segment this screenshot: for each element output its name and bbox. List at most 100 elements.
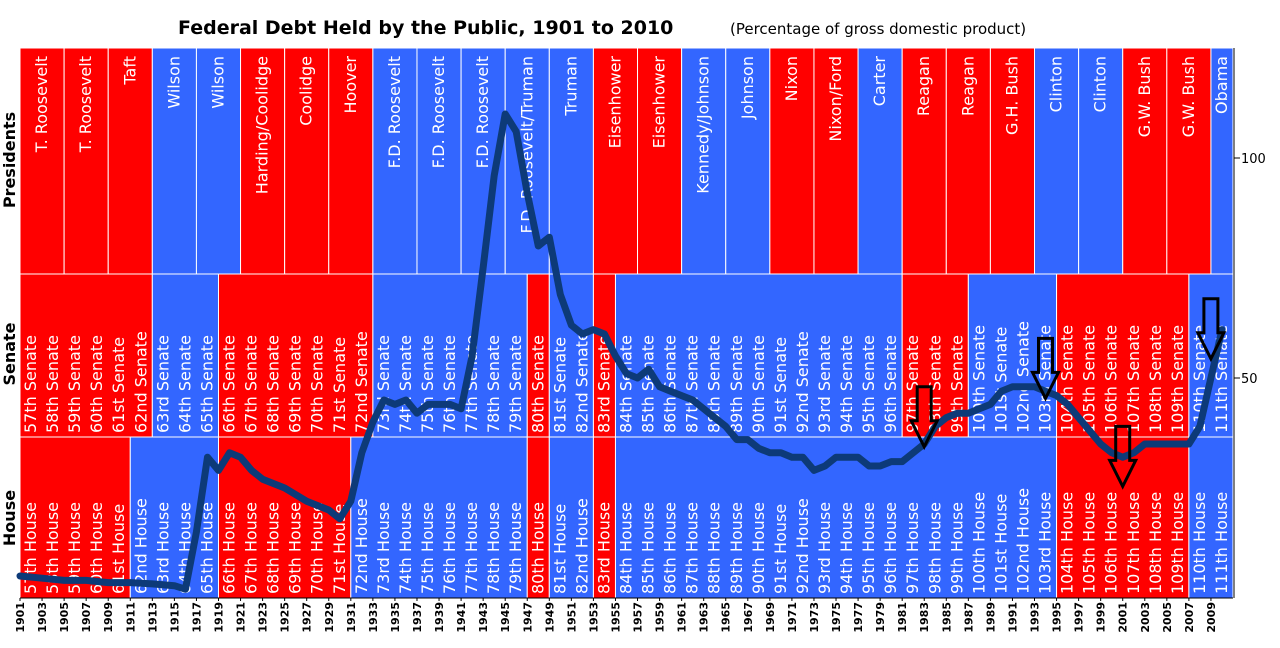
senate-label-72: 72nd Senate [352, 331, 371, 433]
house-label-72: 72nd House [352, 498, 371, 594]
x-tick-label-1935: 1935 [389, 602, 402, 633]
house-label-105: 105th House [1080, 492, 1099, 594]
x-tick-label-1925: 1925 [279, 602, 292, 633]
house-label-58: 58th House [43, 502, 62, 594]
president-term-23 [1034, 47, 1080, 275]
x-tick-label-2001: 2001 [1117, 602, 1130, 633]
senate-label-95: 95th Senate [859, 335, 878, 433]
x-tick-label-1997: 1997 [1073, 602, 1086, 633]
senate-label-84: 84th Senate [617, 335, 636, 433]
senate-run-47 [1056, 273, 1190, 438]
senate-label-81: 81st Senate [550, 337, 569, 433]
chart-title: Federal Debt Held by the Public, 1901 to… [178, 17, 673, 39]
house-label-102: 102nd House [1013, 488, 1032, 594]
house-label-97: 97th House [903, 502, 922, 594]
house-label-68: 68th House [264, 502, 283, 594]
x-tick-label-1907: 1907 [80, 602, 93, 633]
house-run-24 [548, 436, 594, 599]
senate-label-96: 96th Senate [881, 335, 900, 433]
house-label-82: 82nd House [572, 498, 591, 594]
x-tick-label-1909: 1909 [102, 602, 115, 633]
president-term-0 [19, 47, 65, 275]
president-label-5: Harding/Coolidge [253, 56, 272, 194]
x-tick-label-1981: 1981 [896, 602, 909, 633]
house-label-80: 80th House [528, 502, 547, 594]
house-label-86: 86th House [661, 502, 680, 594]
house-label-74: 74th House [396, 502, 415, 594]
senate-label-82: 82nd Senate [572, 331, 591, 433]
house-label-73: 73rd House [374, 502, 393, 594]
house-label-92: 92nd House [793, 498, 812, 594]
row-label-presidents: Presidents [0, 112, 19, 208]
senate-label-105: 105th Senate [1080, 325, 1099, 433]
president-label-20: Reagan [914, 56, 933, 116]
x-tick-label-1967: 1967 [742, 602, 755, 633]
x-tick-label-1999: 1999 [1095, 602, 1108, 633]
senate-run-9 [217, 273, 374, 438]
president-term-14 [637, 47, 683, 275]
senate-label-58: 58th Senate [43, 335, 62, 433]
x-tick-label-1963: 1963 [698, 602, 711, 633]
x-tick-label-1911: 1911 [124, 602, 137, 633]
x-tick-label-1965: 1965 [720, 602, 733, 633]
house-label-88: 88th House [705, 502, 724, 594]
house-label-77: 77th House [462, 502, 481, 594]
president-label-9: F.D. Roosevelt [429, 56, 448, 168]
senate-label-64: 64th Senate [175, 335, 194, 433]
senate-label-78: 78th Senate [484, 335, 503, 433]
x-tick-label-1977: 1977 [852, 602, 865, 633]
senate-run-16 [372, 273, 528, 438]
senate-run-27 [614, 273, 903, 438]
x-tick-label-1975: 1975 [830, 602, 843, 633]
x-tick-label-1947: 1947 [521, 602, 534, 633]
house-label-69: 69th House [286, 502, 305, 594]
president-term-5 [240, 47, 286, 275]
house-label-76: 76th House [440, 502, 459, 594]
x-tick-label-1959: 1959 [654, 602, 667, 633]
house-label-84: 84th House [617, 502, 636, 594]
y-axis: 50 100 [1233, 48, 1266, 598]
down-arrow-icon-3 [1195, 297, 1227, 363]
president-label-3: Wilson [164, 56, 183, 109]
x-tick-label-1901: 1901 [14, 602, 27, 633]
y-tick-label-0: 50 [1241, 372, 1258, 387]
x-tick-label-1917: 1917 [190, 602, 203, 633]
senate-label-70: 70th Senate [308, 335, 327, 433]
house-label-106: 106th House [1102, 492, 1121, 594]
president-label-27: Obama [1212, 56, 1231, 114]
x-tick-label-1921: 1921 [235, 602, 248, 633]
senate-label-62: 62nd Senate [131, 331, 150, 433]
senate-label-100: 100th Senate [969, 325, 988, 433]
house-label-67: 67th House [242, 502, 261, 594]
house-label-61: 61st House [109, 504, 128, 594]
x-tick-label-1957: 1957 [632, 602, 645, 633]
senate-label-86: 86th Senate [661, 335, 680, 433]
president-label-19: Carter [870, 56, 889, 107]
x-tick-label-1969: 1969 [764, 602, 777, 633]
president-label-11: F.D. Roosevelt/Truman [517, 56, 536, 233]
x-tick-label-1945: 1945 [499, 602, 512, 633]
house-label-71: 71st House [330, 504, 349, 594]
senate-band: 57th Senate 58th Senate 59th Senate 60th Se… [19, 273, 1234, 438]
senate-label-97: 97th Senate [903, 335, 922, 433]
president-label-23: Clinton [1047, 56, 1066, 112]
president-term-3 [151, 47, 197, 275]
senate-label-108: 108th Senate [1146, 325, 1165, 433]
president-label-4: Wilson [208, 56, 227, 109]
house-label-63: 63rd House [153, 502, 172, 594]
house-label-100: 100th House [969, 492, 988, 594]
house-label-95: 95th House [859, 502, 878, 594]
president-label-25: G.W. Bush [1135, 56, 1154, 137]
senate-label-66: 66th Senate [220, 335, 239, 433]
house-label-59: 59th House [65, 502, 84, 594]
president-label-6: Coolidge [297, 56, 316, 126]
house-label-103: 103rd House [1036, 492, 1055, 594]
house-label-89: 89th House [727, 502, 746, 594]
x-tick-label-2009: 2009 [1205, 602, 1218, 633]
senate-label-68: 68th Senate [264, 335, 283, 433]
house-label-62: 62nd House [131, 498, 150, 594]
x-tick-label-1931: 1931 [345, 602, 358, 633]
senate-label-93: 93rd Senate [815, 335, 834, 433]
president-label-26: G.W. Bush [1179, 56, 1198, 137]
